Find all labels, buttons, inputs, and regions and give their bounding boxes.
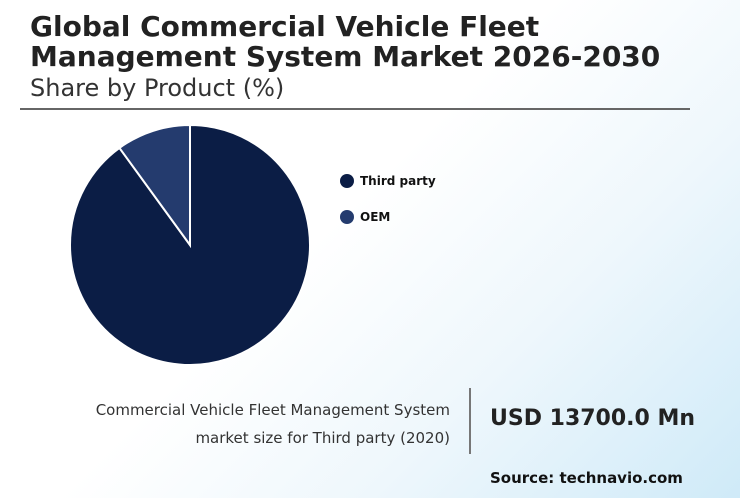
chart-title: Global Commercial Vehicle Fleet Manageme… [30,10,661,73]
legend-label: OEM [360,210,391,224]
stat-caption: Commercial Vehicle Fleet Management Syst… [40,396,450,452]
legend-label: Third party [360,174,436,188]
chart-legend: Third party OEM [340,172,436,244]
pie-chart [69,123,311,366]
stat-value: USD 13700.0 Mn [490,406,696,431]
chart-subtitle: Share by Product (%) [30,74,285,102]
legend-swatch [340,174,354,188]
stat-caption-line1: Commercial Vehicle Fleet Management Syst… [95,401,450,419]
legend-item: Third party [340,172,436,190]
stat-divider [469,388,471,454]
pie-slice-oem [118,123,191,249]
source-label: Source: technavio.com [490,469,683,487]
stat-caption-line2: market size for Third party (2020) [195,429,450,447]
legend-swatch [340,210,354,224]
legend-item: OEM [340,208,436,226]
title-divider [20,108,690,110]
